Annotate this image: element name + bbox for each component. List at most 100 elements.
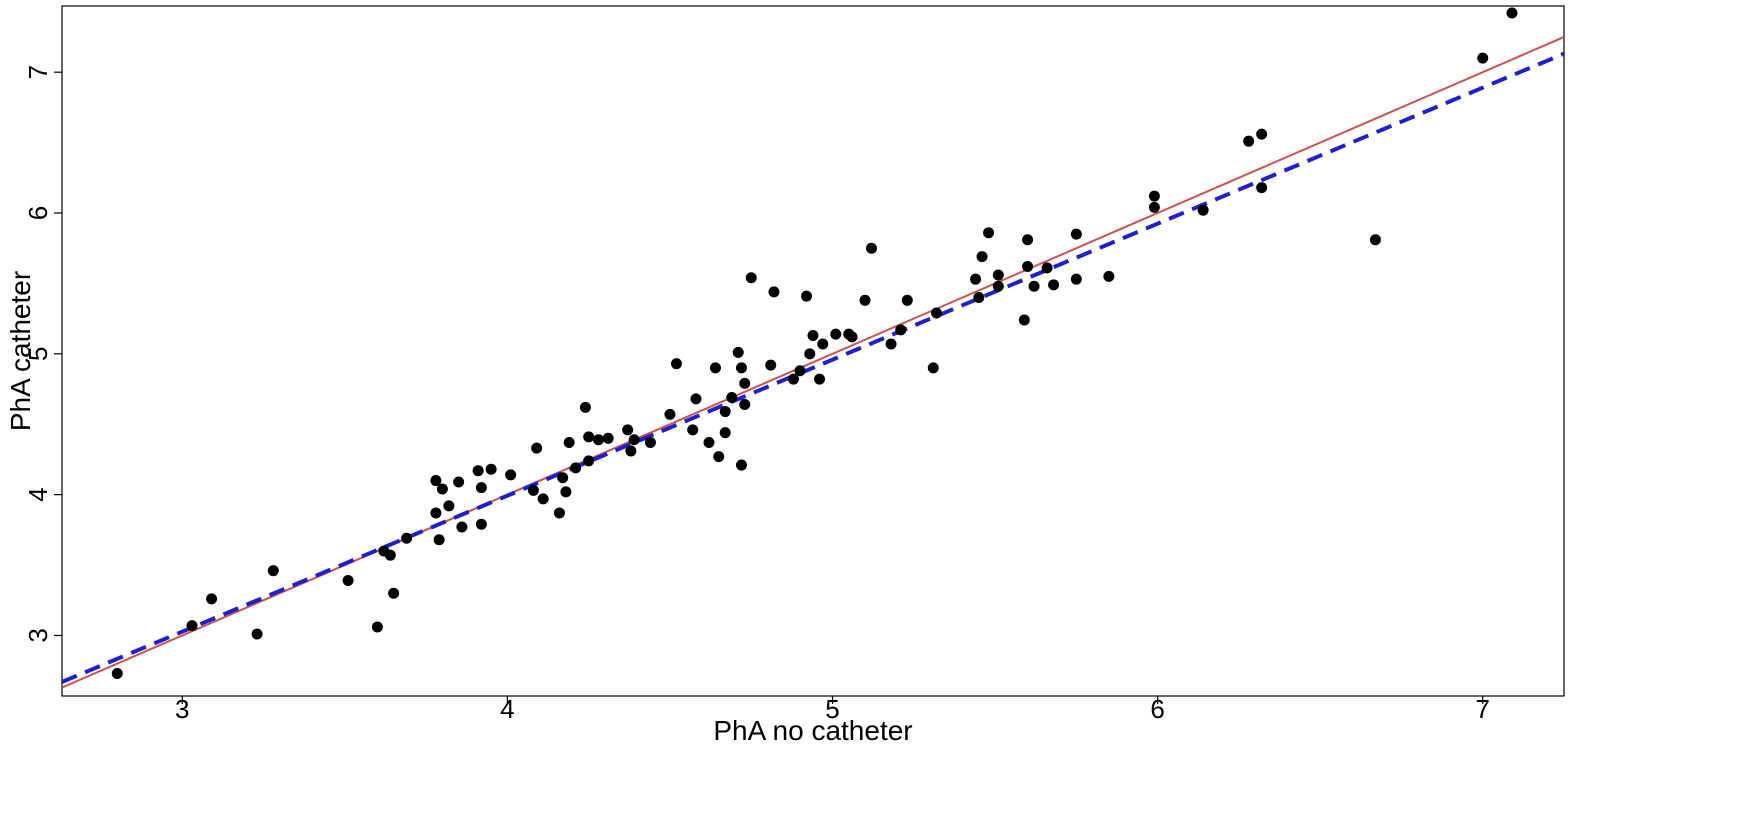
data-point <box>267 565 279 577</box>
data-point <box>739 399 751 411</box>
y-tick-label: 4 <box>23 487 53 501</box>
y-axis-ticks: 3 4 5 6 7 <box>23 65 62 643</box>
data-point <box>735 459 747 471</box>
data-point <box>592 434 604 446</box>
data-point <box>186 620 198 632</box>
data-point <box>846 331 858 343</box>
data-point <box>1369 234 1381 246</box>
data-point <box>687 424 699 436</box>
x-tick-label: 7 <box>1475 694 1489 724</box>
data-point <box>931 307 943 319</box>
data-point <box>719 427 731 439</box>
data-point <box>719 406 731 418</box>
data-point <box>992 280 1004 292</box>
data-point <box>1197 204 1209 216</box>
data-point <box>765 359 777 371</box>
data-point <box>1070 228 1082 240</box>
data-point <box>628 434 640 446</box>
data-point <box>622 424 634 436</box>
y-tick-label: 3 <box>23 628 53 642</box>
data-point <box>436 483 448 495</box>
data-point <box>430 475 442 487</box>
data-point <box>371 621 383 633</box>
data-point <box>579 401 591 413</box>
data-point <box>388 587 400 599</box>
data-point <box>1477 52 1489 64</box>
data-point <box>1148 201 1160 213</box>
data-point <box>475 482 487 494</box>
data-point <box>111 667 123 679</box>
data-point <box>1256 128 1268 140</box>
data-point <box>709 362 721 374</box>
data-point <box>560 486 572 498</box>
data-point <box>814 373 826 385</box>
data-point <box>800 290 812 302</box>
data-point <box>817 338 829 350</box>
data-point <box>787 373 799 385</box>
y-tick-label: 7 <box>23 65 53 79</box>
data-point <box>703 437 715 449</box>
data-point <box>726 391 738 403</box>
data-point <box>527 484 539 496</box>
data-point <box>570 462 582 474</box>
y-axis-title: PhA catheter <box>5 271 36 431</box>
data-point <box>472 465 484 477</box>
data-point <box>206 593 218 605</box>
data-point <box>804 348 816 360</box>
data-point <box>1022 261 1034 273</box>
data-point <box>690 393 702 405</box>
data-point <box>1022 234 1034 246</box>
x-tick-label: 6 <box>1150 694 1164 724</box>
data-point <box>625 445 637 457</box>
data-point <box>1070 273 1082 285</box>
data-point <box>732 346 744 358</box>
data-point <box>664 408 676 420</box>
data-point <box>553 507 565 519</box>
data-point <box>794 365 806 377</box>
data-point <box>713 451 725 463</box>
data-point <box>531 442 543 454</box>
data-point <box>430 507 442 519</box>
data-point <box>583 455 595 467</box>
data-point <box>670 358 682 370</box>
data-point <box>1243 135 1255 147</box>
data-point <box>807 330 819 342</box>
data-point <box>735 362 747 374</box>
data-point <box>970 273 982 285</box>
x-axis-title: PhA no catheter <box>713 715 912 746</box>
data-point <box>1048 279 1060 291</box>
data-point <box>251 628 263 640</box>
data-point <box>739 377 751 389</box>
data-point <box>602 432 614 444</box>
data-point <box>1028 280 1040 292</box>
data-point <box>901 294 913 306</box>
data-point <box>976 251 988 263</box>
x-axis-ticks: 3 4 5 6 7 <box>175 694 1490 724</box>
data-point <box>830 328 842 340</box>
data-point <box>1103 270 1115 282</box>
x-tick-label: 4 <box>500 694 514 724</box>
data-point <box>644 437 656 449</box>
data-point <box>485 463 497 475</box>
data-point <box>456 521 468 533</box>
data-point <box>983 227 995 239</box>
identity-line-solid <box>62 36 1564 689</box>
data-point <box>1018 314 1030 326</box>
data-point <box>745 272 757 284</box>
plot-frame <box>61 5 1565 697</box>
data-point <box>563 437 575 449</box>
data-point <box>1148 190 1160 202</box>
data-point <box>859 294 871 306</box>
y-tick-label: 5 <box>23 347 53 361</box>
data-point <box>505 469 517 481</box>
y-tick-label: 6 <box>23 206 53 220</box>
x-tick-label: 3 <box>175 694 189 724</box>
fit-line-dashed <box>62 51 1564 684</box>
data-point <box>1506 7 1518 19</box>
data-point <box>927 362 939 374</box>
data-point <box>342 575 354 587</box>
reference-lines <box>62 36 1564 689</box>
x-tick-label: 5 <box>825 694 839 724</box>
